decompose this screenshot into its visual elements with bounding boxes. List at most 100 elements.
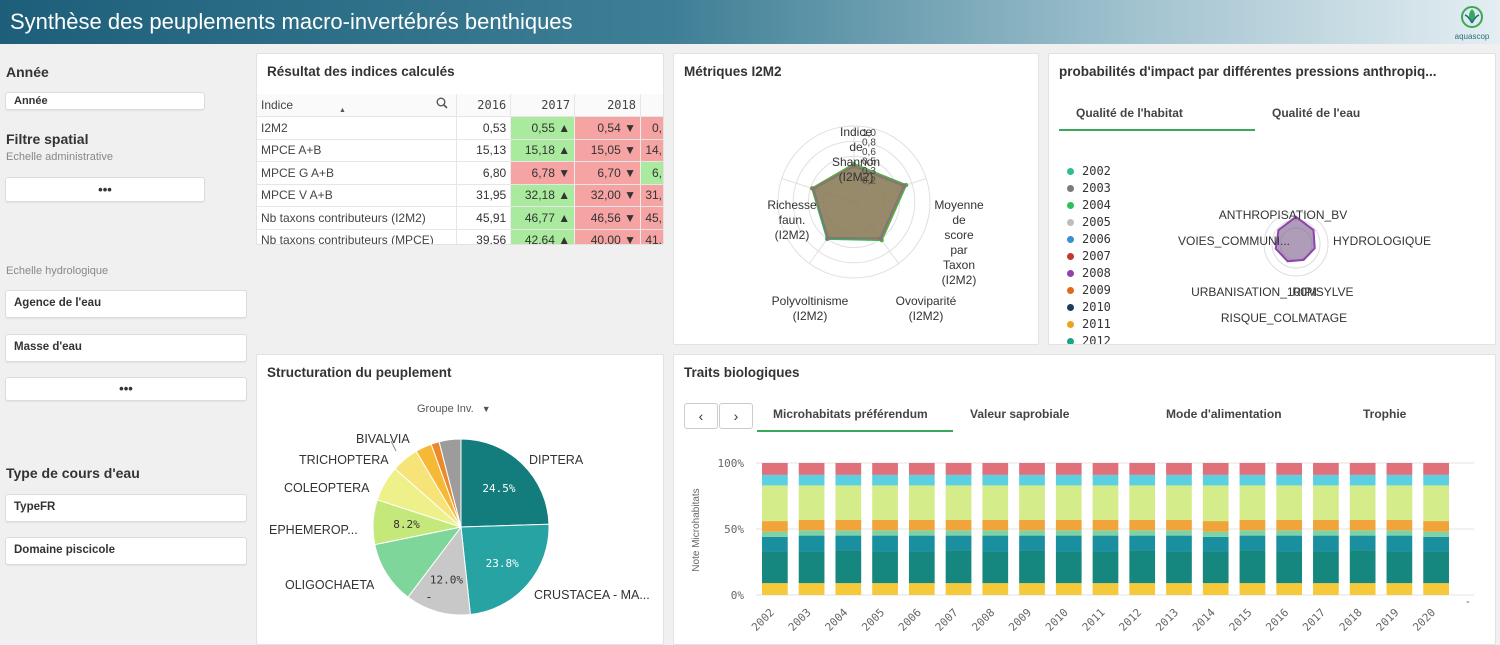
legend-item[interactable]: 2012: [1067, 334, 1111, 344]
bar-segment[interactable]: [1019, 519, 1045, 531]
bar-segment[interactable]: [762, 521, 788, 532]
bar-segment[interactable]: [1349, 530, 1376, 536]
bar-segment[interactable]: [1349, 485, 1376, 520]
bar-segment[interactable]: [762, 485, 788, 522]
legend-item[interactable]: 2006: [1067, 232, 1111, 246]
bar-segment[interactable]: [1019, 463, 1045, 475]
bar-segment[interactable]: [1313, 583, 1339, 595]
year-header-next[interactable]: [640, 94, 663, 117]
legend-item[interactable]: 2005: [1067, 215, 1111, 229]
bar-segment[interactable]: [1166, 551, 1192, 584]
bar-segment[interactable]: [1092, 535, 1119, 552]
bar-segment[interactable]: [1239, 463, 1266, 475]
bar-segment[interactable]: [1386, 535, 1413, 552]
bar-segment[interactable]: [1423, 485, 1449, 522]
masse-eau-filter[interactable]: Masse d'eau: [5, 334, 247, 362]
bar-segment[interactable]: [1313, 530, 1339, 536]
echelle-admin-more-button[interactable]: •••: [5, 177, 205, 202]
bar-segment[interactable]: [1166, 485, 1192, 520]
bar-segment[interactable]: [1092, 485, 1119, 520]
table-row[interactable]: MPCE G A+B 6,80 6,78 ▼ 6,70 ▼ 6,: [257, 161, 663, 185]
bar-segment[interactable]: [1423, 531, 1449, 537]
year-header-2018[interactable]: 2018: [574, 94, 641, 117]
bar-segment[interactable]: [1276, 485, 1303, 520]
bar-segment[interactable]: [1202, 463, 1229, 475]
bar-segment[interactable]: [1349, 463, 1376, 475]
bar-segment[interactable]: [1166, 474, 1192, 486]
bar-segment[interactable]: [1423, 536, 1449, 552]
typefr-filter[interactable]: TypeFR: [5, 494, 247, 522]
bar-segment[interactable]: [1092, 474, 1119, 486]
prev-button[interactable]: ‹: [684, 403, 718, 429]
annee-filter[interactable]: Année: [5, 92, 205, 110]
bar-segment[interactable]: [982, 583, 1009, 595]
pie-slice[interactable]: [374, 526, 463, 598]
bar-segment[interactable]: [1019, 583, 1045, 595]
bar-segment[interactable]: [1129, 530, 1156, 536]
bar-segment[interactable]: [1349, 550, 1376, 584]
bar-segment[interactable]: [1019, 535, 1045, 551]
bar-segment[interactable]: [872, 551, 898, 584]
radar-point[interactable]: [851, 164, 857, 169]
bar-segment[interactable]: [982, 474, 1009, 486]
echelle-hydro-more-button[interactable]: •••: [5, 377, 247, 401]
table-row[interactable]: MPCE V A+B 31,95 32,18 ▲ 32,00 ▼ 31,: [257, 184, 663, 207]
bar-segment[interactable]: [945, 485, 972, 520]
tab-qualite-eau[interactable]: Qualité de l'eau: [1272, 106, 1361, 120]
legend-item[interactable]: 2003: [1067, 181, 1111, 195]
tab-trophie[interactable]: Trophie: [1363, 407, 1407, 421]
bar-segment[interactable]: [1239, 519, 1266, 531]
groupe-inv-dropdown[interactable]: Groupe Inv. ▼: [417, 403, 491, 415]
bar-segment[interactable]: [1092, 530, 1119, 536]
year-header-2017[interactable]: 2017: [510, 94, 576, 117]
bar-segment[interactable]: [1276, 519, 1303, 531]
bar-segment[interactable]: [982, 463, 1009, 475]
sort-asc-icon[interactable]: ▲: [339, 107, 346, 114]
bar-segment[interactable]: [1276, 530, 1303, 536]
bar-segment[interactable]: [908, 535, 935, 552]
bar-segment[interactable]: [872, 583, 898, 595]
bar-segment[interactable]: [1239, 474, 1266, 486]
bar-segment[interactable]: [1019, 485, 1045, 520]
bar-segment[interactable]: [982, 519, 1009, 531]
bar-segment[interactable]: [1166, 519, 1192, 531]
bar-segment[interactable]: [1092, 519, 1119, 531]
bar-segment[interactable]: [1055, 551, 1082, 584]
bar-segment[interactable]: [1349, 519, 1376, 531]
bar-segment[interactable]: [908, 463, 935, 475]
bar-segment[interactable]: [1019, 550, 1045, 584]
bar-segment[interactable]: [1092, 583, 1119, 595]
bar-segment[interactable]: [762, 474, 788, 486]
bar-segment[interactable]: [908, 485, 935, 520]
bar-segment[interactable]: [1239, 530, 1266, 536]
bar-segment[interactable]: [1386, 485, 1413, 520]
bar-segment[interactable]: [1239, 550, 1266, 584]
bar-segment[interactable]: [1202, 531, 1229, 537]
bar-segment[interactable]: [872, 485, 898, 520]
bar-segment[interactable]: [1276, 551, 1303, 584]
bar-segment[interactable]: [1386, 474, 1413, 486]
bar-segment[interactable]: [798, 474, 825, 486]
bar-segment[interactable]: [1386, 519, 1413, 531]
bar-segment[interactable]: [762, 531, 788, 537]
bar-segment[interactable]: [872, 463, 898, 475]
bar-segment[interactable]: [835, 463, 862, 475]
bar-segment[interactable]: [982, 551, 1009, 584]
bar-segment[interactable]: [798, 535, 825, 552]
bar-segment[interactable]: [1423, 463, 1449, 475]
table-row[interactable]: MPCE A+B 15,13 15,18 ▲ 15,05 ▼ 14,: [257, 139, 663, 162]
bar-segment[interactable]: [982, 535, 1009, 552]
bar-segment[interactable]: [798, 551, 825, 584]
bar-segment[interactable]: [1276, 474, 1303, 486]
legend-item[interactable]: 2007: [1067, 249, 1111, 263]
bar-segment[interactable]: [945, 474, 972, 486]
legend-item[interactable]: 2011: [1067, 317, 1111, 331]
tab-qualite-habitat[interactable]: Qualité de l'habitat: [1076, 106, 1183, 120]
radar-series[interactable]: [812, 165, 906, 240]
tab-mode-alimentation[interactable]: Mode d'alimentation: [1166, 407, 1282, 421]
bar-segment[interactable]: [945, 535, 972, 551]
pie-slice[interactable]: [407, 525, 471, 616]
bar-segment[interactable]: [1055, 535, 1082, 552]
bar-segment[interactable]: [945, 463, 972, 475]
radar-point[interactable]: [811, 186, 816, 192]
